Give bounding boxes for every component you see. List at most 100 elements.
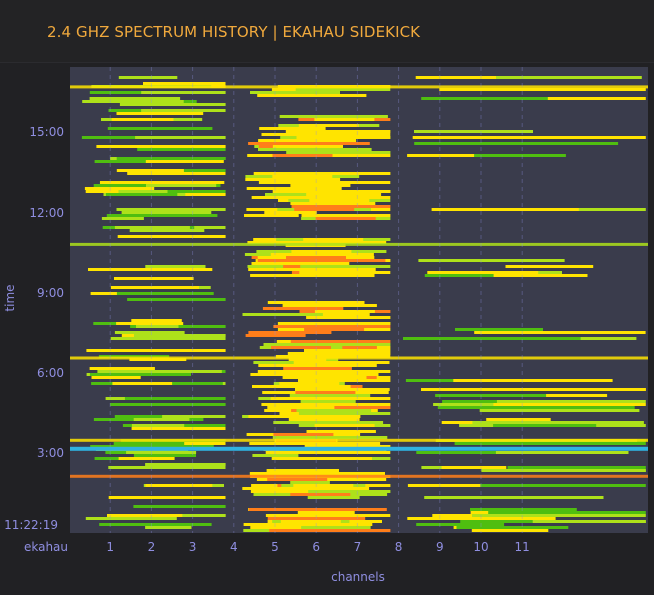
heatmap-cell xyxy=(248,142,370,145)
heatmap-cell xyxy=(242,313,323,316)
heatmap-cell xyxy=(256,487,351,490)
heatmap-cell xyxy=(287,352,391,355)
x-axis-title: channels xyxy=(331,570,385,584)
heatmap-cell xyxy=(270,406,331,409)
heatmap-cell xyxy=(296,136,391,139)
heatmap-cell xyxy=(495,451,597,454)
heatmap-cell xyxy=(414,130,533,133)
heatmap-cell xyxy=(252,454,299,457)
heatmap-cell xyxy=(407,154,475,157)
heatmap-cell xyxy=(124,397,226,400)
heatmap-cell xyxy=(311,430,372,433)
heatmap-cell xyxy=(114,415,163,418)
heatmap-cell xyxy=(268,526,371,529)
heatmap-cell xyxy=(284,397,391,400)
heatmap-cell xyxy=(425,496,604,499)
heatmap-cell xyxy=(471,529,549,532)
heatmap-cell xyxy=(256,268,376,271)
heatmap-cell xyxy=(488,511,646,514)
heatmap-cell xyxy=(84,187,155,190)
panel-header: 2.4 GHZ SPECTRUM HISTORY | EKAHAU SIDEKI… xyxy=(0,0,654,63)
heatmap-cell xyxy=(89,373,191,376)
heatmap-cell xyxy=(481,469,646,472)
heatmap-cell xyxy=(90,445,214,448)
heatmap-cell xyxy=(120,523,158,526)
x-tick-label: 6 xyxy=(312,540,320,554)
heatmap-cell xyxy=(118,190,168,193)
heatmap-cell xyxy=(472,514,646,517)
heatmap-cell xyxy=(279,115,388,118)
heatmap-cell xyxy=(460,520,533,523)
heatmap-cell xyxy=(455,328,543,331)
heatmap-cell xyxy=(301,214,391,217)
heatmap-cell xyxy=(249,442,381,445)
heatmap-cell xyxy=(144,136,226,139)
heatmap-cell xyxy=(116,157,226,160)
y-axis-title: time xyxy=(3,284,17,311)
time-marker-line xyxy=(70,446,648,451)
heatmap-cell xyxy=(247,241,308,244)
heatmap-cell xyxy=(114,226,190,229)
heatmap-cell xyxy=(273,421,384,424)
heatmap-cell xyxy=(279,382,340,385)
heatmap-cell xyxy=(421,97,548,100)
heatmap-cell xyxy=(96,145,226,148)
heatmap-cell xyxy=(139,208,226,211)
heatmap-cell xyxy=(264,211,317,214)
heatmap-cell xyxy=(288,418,360,421)
heatmap-cell xyxy=(301,145,343,148)
heatmap-cell xyxy=(315,217,376,220)
heatmap-cell xyxy=(313,133,373,136)
heatmap-cell xyxy=(290,481,330,484)
heatmap-cell xyxy=(480,484,646,487)
heatmap-cell xyxy=(300,400,356,403)
x-tick-label: 8 xyxy=(395,540,403,554)
heatmap-cell xyxy=(267,517,366,520)
heatmap-cell xyxy=(131,319,182,322)
heatmap-cell xyxy=(312,388,373,391)
heatmap-cell xyxy=(316,346,377,349)
heatmap-cell xyxy=(100,181,225,184)
heatmap-cell xyxy=(145,265,206,268)
heatmap-cell xyxy=(304,445,391,448)
heatmap-cell xyxy=(458,154,566,157)
heatmap-cell xyxy=(246,187,342,190)
heatmap-cell xyxy=(88,268,213,271)
heatmap-cell xyxy=(282,376,367,379)
heatmap-cell xyxy=(295,391,356,394)
heatmap-cell xyxy=(297,511,355,514)
heatmap-cell xyxy=(291,457,352,460)
heatmap-cell xyxy=(251,196,312,199)
heatmap-cell xyxy=(262,307,344,310)
heatmap-cell xyxy=(472,421,644,424)
heatmap-cell xyxy=(107,514,183,517)
heatmap-cell xyxy=(131,424,185,427)
heatmap-cell xyxy=(474,331,646,334)
heatmap-cell xyxy=(245,334,306,337)
heatmap-cell xyxy=(267,478,328,481)
heatmap-cell xyxy=(118,457,175,460)
heatmap-cell xyxy=(299,304,360,307)
heatmap-cell xyxy=(133,454,196,457)
heatmap-cell xyxy=(271,331,332,334)
heatmap-cell xyxy=(131,427,226,430)
heatmap-cell xyxy=(278,373,339,376)
heatmap-cell xyxy=(470,508,577,511)
heatmap-cell xyxy=(133,418,190,421)
x-tick-label: 2 xyxy=(148,540,156,554)
heatmap-cell xyxy=(470,136,630,139)
heatmap-cell xyxy=(117,235,226,238)
heatmap-cell xyxy=(101,217,144,220)
heatmap-cell xyxy=(290,493,351,496)
heatmap-cell xyxy=(126,451,197,454)
heatmap-cell xyxy=(94,160,179,163)
y-tick-label: 15:00 xyxy=(29,125,64,139)
heatmap-cell xyxy=(89,367,155,370)
channel-gridlines xyxy=(109,67,523,533)
heatmap-cell xyxy=(470,442,646,445)
heatmap-cell xyxy=(250,91,340,94)
heatmap-cell xyxy=(493,97,646,100)
heatmap-cell xyxy=(116,169,184,172)
heatmap-cell xyxy=(121,211,212,214)
heatmap-cell xyxy=(281,94,342,97)
